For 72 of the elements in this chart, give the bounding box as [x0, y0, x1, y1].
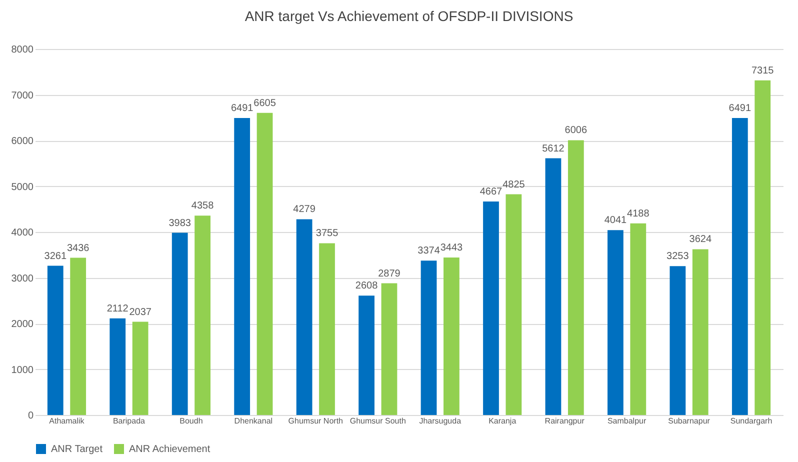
y-tick-label: 1000 — [11, 364, 34, 376]
legend-label: ANR Target — [51, 444, 103, 455]
data-label: 4188 — [627, 208, 650, 220]
bar — [296, 219, 312, 415]
data-label: 6491 — [728, 103, 752, 114]
bar — [670, 266, 686, 415]
bar — [381, 283, 398, 415]
y-tick-label: 0 — [28, 410, 34, 422]
bar — [444, 257, 460, 415]
data-label: 4041 — [604, 215, 628, 226]
data-label: 2112 — [106, 303, 129, 314]
data-label: 2608 — [355, 280, 378, 292]
y-tick-label: 8000 — [11, 44, 34, 56]
bar — [754, 80, 771, 415]
data-label: 2879 — [378, 268, 401, 280]
x-tick-label: Sambalpur — [607, 416, 646, 426]
x-tick-label: Jharsuguda — [419, 416, 462, 426]
bar — [692, 249, 708, 415]
bar — [234, 118, 250, 415]
x-tick-label: Athamalik — [49, 416, 86, 426]
bar — [420, 260, 437, 415]
y-tick-label: 3000 — [11, 273, 34, 284]
data-label: 3755 — [316, 228, 339, 240]
bar — [110, 318, 126, 415]
data-label: 3374 — [418, 246, 440, 257]
legend-label: ANR Achievement — [129, 444, 210, 455]
y-tick-label: 4000 — [11, 228, 34, 238]
x-tick-label: Sundargarh — [730, 416, 772, 426]
bar — [70, 258, 86, 415]
y-tick-label: 7000 — [11, 90, 34, 102]
data-label: 2037 — [129, 306, 152, 318]
data-label: 4358 — [191, 200, 214, 212]
data-label: 4825 — [502, 179, 526, 190]
bar — [545, 158, 562, 415]
y-tick-label: 6000 — [11, 136, 34, 147]
data-label: 6605 — [254, 98, 276, 109]
data-label: 6006 — [564, 125, 588, 136]
x-tick-label: Boudh — [180, 416, 203, 426]
x-tick-label: Rairangpur — [544, 416, 585, 426]
bar — [132, 322, 148, 415]
x-tick-label: Ghumsur South — [350, 416, 406, 426]
data-label: 5612 — [542, 143, 565, 154]
bar — [256, 112, 273, 415]
bar — [319, 243, 335, 415]
bar — [47, 266, 64, 415]
data-label: 7315 — [751, 65, 774, 76]
data-label: 6491 — [230, 103, 254, 114]
data-label: 3983 — [168, 218, 192, 229]
bar — [732, 118, 748, 415]
bar — [358, 296, 374, 415]
data-label: 3436 — [66, 242, 90, 254]
bar — [194, 216, 210, 415]
chart-title: ANR target Vs Achievement of OFSDP-II DIVISIONS — [244, 8, 574, 24]
bar — [630, 223, 646, 415]
bar — [172, 232, 188, 415]
y-tick-label: 2000 — [11, 319, 34, 330]
data-label: 3624 — [689, 234, 712, 246]
bar — [568, 140, 584, 415]
data-label: 3443 — [440, 242, 464, 254]
y-tick-label: 5000 — [11, 182, 34, 193]
data-label: 3261 — [44, 250, 67, 262]
data-label: 3253 — [666, 251, 690, 262]
bar — [483, 201, 499, 415]
x-tick-label: Baripada — [112, 416, 146, 426]
x-tick-label: Karanja — [488, 416, 517, 426]
x-tick-label: Subarnapur — [668, 416, 710, 426]
data-label: 4667 — [480, 186, 503, 198]
bar — [608, 230, 624, 415]
x-tick-label: Dhenkanal — [234, 416, 273, 426]
x-tick-label: Ghumsur North — [288, 416, 343, 426]
bar — [506, 194, 522, 415]
data-label: 4279 — [293, 204, 316, 216]
